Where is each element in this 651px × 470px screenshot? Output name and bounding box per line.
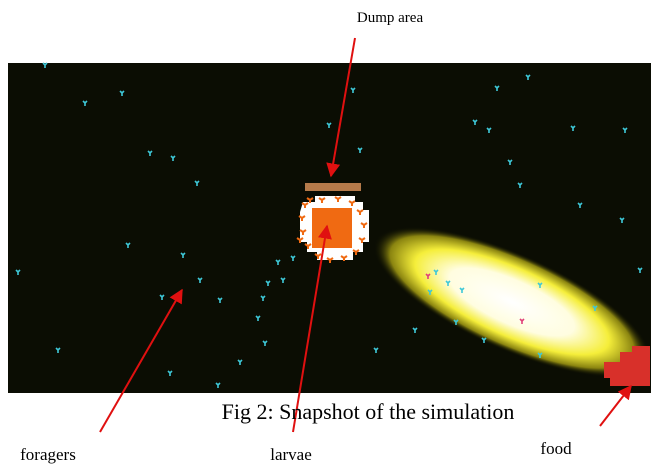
food-label: food xyxy=(540,439,572,458)
larvae-label: larvae xyxy=(270,445,312,464)
dump-label: Dump area xyxy=(357,10,424,26)
foragers-label: foragers xyxy=(20,445,76,464)
caption: Fig 2: Snapshot of the simulation xyxy=(222,399,515,424)
larvae-area xyxy=(312,208,352,248)
dump-area xyxy=(305,183,361,191)
figure: Dump area Fig 2: Snapshot of the simulat… xyxy=(0,0,651,470)
